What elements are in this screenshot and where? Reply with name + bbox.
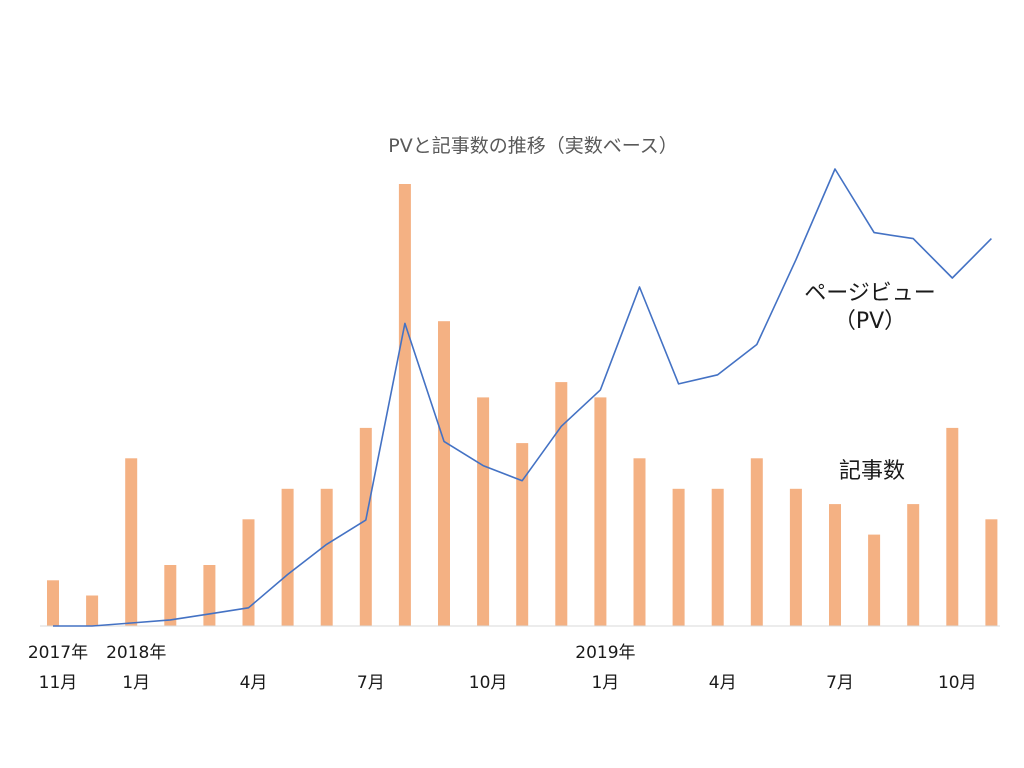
x-axis-tick-labels: 2017年 11月 2018年 1月 4月 7月 10月 2019年 1月 4月 7月 10月 — [28, 643, 977, 693]
x-tick-month-label: 1月 — [122, 673, 150, 693]
bar-2018-10 — [477, 397, 490, 626]
bar-2017-11 — [47, 580, 59, 626]
bar-2019-09 — [907, 504, 920, 626]
x-tick-month-label: 1月 — [591, 673, 619, 693]
bar-2019-11 — [985, 519, 998, 626]
bar-2018-08 — [398, 184, 411, 626]
bar-2019-01 — [594, 397, 607, 626]
x-tick-month-label: 4月 — [240, 673, 268, 693]
bar-2018-01 — [125, 458, 138, 626]
chart-title: PVと記事数の推移（実数ベース） — [388, 135, 678, 157]
bar-2019-02 — [633, 458, 646, 626]
bar-2019-03 — [672, 488, 685, 626]
bar-2019-08 — [868, 534, 881, 626]
pv-line — [53, 168, 992, 627]
bar-2018-11 — [516, 443, 529, 626]
bar-2019-07 — [829, 504, 841, 626]
bar-2017-12 — [86, 595, 99, 626]
x-tick-year-label: 2019年 — [575, 643, 635, 663]
bar-2019-10 — [946, 427, 959, 626]
bar-2019-05 — [750, 458, 763, 626]
annotation-pv-line1: ページビュー — [804, 281, 936, 306]
x-tick-month-label: 4月 — [709, 673, 737, 693]
bar-2018-06 — [320, 488, 333, 626]
bar-2018-02 — [164, 565, 177, 626]
bar-2018-12 — [555, 382, 568, 626]
x-tick-month-label: 11月 — [39, 673, 78, 693]
bar-2018-07 — [359, 427, 372, 626]
x-tick-month-label: 10月 — [938, 673, 977, 693]
annotation-articles: 記事数 — [839, 459, 905, 484]
x-tick-month-label: 7月 — [826, 673, 854, 693]
x-tick-year-label: 2018年 — [106, 643, 166, 663]
line-series-pv — [53, 168, 992, 627]
x-tick-month-label: 7月 — [357, 673, 385, 693]
bar-series-articles — [47, 184, 998, 626]
bar-2018-09 — [438, 321, 450, 626]
x-tick-year-label: 2017年 — [28, 643, 88, 663]
bar-2019-06 — [789, 488, 802, 626]
annotation-pv-line2: （PV） — [834, 309, 906, 334]
bar-2018-05 — [281, 488, 294, 626]
bar-2018-03 — [203, 565, 216, 626]
x-tick-month-label: 10月 — [469, 673, 508, 693]
bar-2019-04 — [711, 488, 724, 626]
bar-2018-04 — [242, 519, 255, 626]
